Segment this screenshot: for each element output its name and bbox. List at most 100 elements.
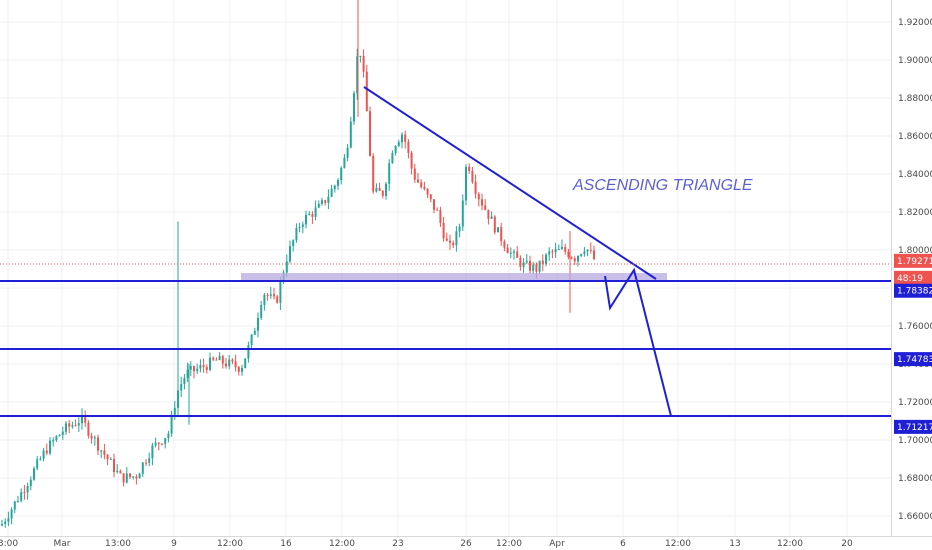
- time-tick: 6: [620, 539, 626, 549]
- candle: [324, 199, 327, 206]
- price-tick: 1.76000: [898, 322, 932, 332]
- candle: [250, 333, 253, 349]
- candle: [45, 443, 48, 456]
- candle: [381, 190, 384, 199]
- candle: [417, 173, 419, 184]
- candle: [132, 476, 135, 480]
- price-axis[interactable]: 1.660001.680001.700001.720001.740001.760…: [891, 0, 932, 550]
- candle: [442, 216, 445, 242]
- candle: [276, 294, 279, 304]
- pattern-annotation: ASCENDING TRIANGLE: [572, 177, 753, 194]
- candle: [74, 419, 77, 427]
- candle: [77, 417, 80, 433]
- candle: [404, 130, 407, 149]
- candle: [554, 242, 557, 258]
- candle: [369, 106, 371, 157]
- candle: [71, 421, 74, 429]
- candle: [228, 355, 231, 370]
- candle: [564, 243, 567, 255]
- candle: [455, 226, 458, 252]
- candle: [23, 485, 26, 500]
- candle: [436, 207, 439, 211]
- candle: [509, 247, 512, 259]
- candle: [125, 467, 128, 484]
- candle: [97, 434, 99, 456]
- candle: [10, 507, 13, 525]
- candle: [212, 356, 215, 362]
- candle: [356, 48, 359, 100]
- candle: [541, 254, 544, 272]
- time-tick: 16: [280, 539, 292, 549]
- candle: [439, 206, 442, 227]
- candle: [452, 240, 455, 249]
- candle: [484, 199, 487, 211]
- candle: [311, 211, 314, 224]
- time-tick: 3:00: [0, 539, 18, 549]
- candle: [375, 183, 378, 193]
- candle: [481, 193, 483, 211]
- price-tick: 1.70000: [898, 436, 932, 446]
- price-tick: 1.72000: [898, 398, 932, 408]
- resistance-trendline: [363, 86, 657, 280]
- svg-text:1.74783: 1.74783: [897, 355, 932, 365]
- candle: [269, 287, 272, 299]
- price-tick: 1.80000: [898, 246, 932, 256]
- time-tick: 12:00: [329, 539, 355, 549]
- candle: [225, 357, 227, 369]
- level-badge-3: 1.71217: [894, 419, 932, 434]
- candle: [148, 452, 151, 467]
- candle: [7, 511, 10, 527]
- candle: [529, 255, 531, 274]
- time-tick: 13: [729, 539, 740, 549]
- candle: [138, 472, 141, 479]
- candle: [327, 189, 330, 210]
- candle: [410, 150, 413, 175]
- candle: [301, 221, 304, 234]
- candle: [266, 293, 269, 301]
- candle: [231, 358, 234, 365]
- time-ticks: 3:00 Mar 13:00 9 12:00 16 12:00 23 26 12:00 Apr 6 12…: [0, 539, 853, 549]
- candle: [189, 361, 192, 376]
- svg-text:1.71217: 1.71217: [897, 423, 932, 433]
- time-tick: 12:00: [665, 539, 691, 549]
- candle: [237, 365, 240, 376]
- candle: [202, 358, 205, 373]
- candle: [20, 488, 23, 503]
- level-badge-1: 1.78382: [894, 283, 932, 298]
- candle: [161, 443, 163, 446]
- time-tick: 9: [171, 539, 177, 549]
- candle: [81, 408, 83, 430]
- grid: [0, 0, 891, 536]
- candle: [205, 364, 208, 374]
- price-tick: 1.66000: [898, 512, 932, 522]
- candle: [548, 247, 551, 261]
- candle: [52, 437, 55, 447]
- time-tick: 23: [392, 539, 403, 549]
- candle: [260, 300, 263, 321]
- candle: [170, 410, 173, 437]
- candle: [100, 449, 103, 459]
- candle: [305, 210, 307, 229]
- candle: [346, 143, 349, 162]
- candle: [49, 437, 51, 456]
- candle: [429, 194, 432, 203]
- candle: [513, 249, 515, 260]
- candle: [589, 242, 592, 254]
- candle: [90, 432, 93, 444]
- candle: [580, 253, 583, 258]
- candle: [420, 179, 423, 189]
- candle: [26, 482, 29, 500]
- candle: [253, 327, 256, 335]
- candle: [538, 260, 541, 275]
- candle: [180, 376, 183, 398]
- candle: [570, 256, 573, 260]
- candle: [257, 312, 259, 338]
- candle: [362, 49, 365, 78]
- time-tick: 12:00: [496, 539, 522, 549]
- candle: [593, 245, 595, 261]
- price-tick: 1.82000: [898, 208, 932, 218]
- time-axis[interactable]: 3:00 Mar 13:00 9 12:00 16 12:00 23 26 12:00 Apr 6 12…: [0, 536, 932, 550]
- time-tick: Mar: [54, 539, 71, 549]
- candle: [247, 341, 250, 363]
